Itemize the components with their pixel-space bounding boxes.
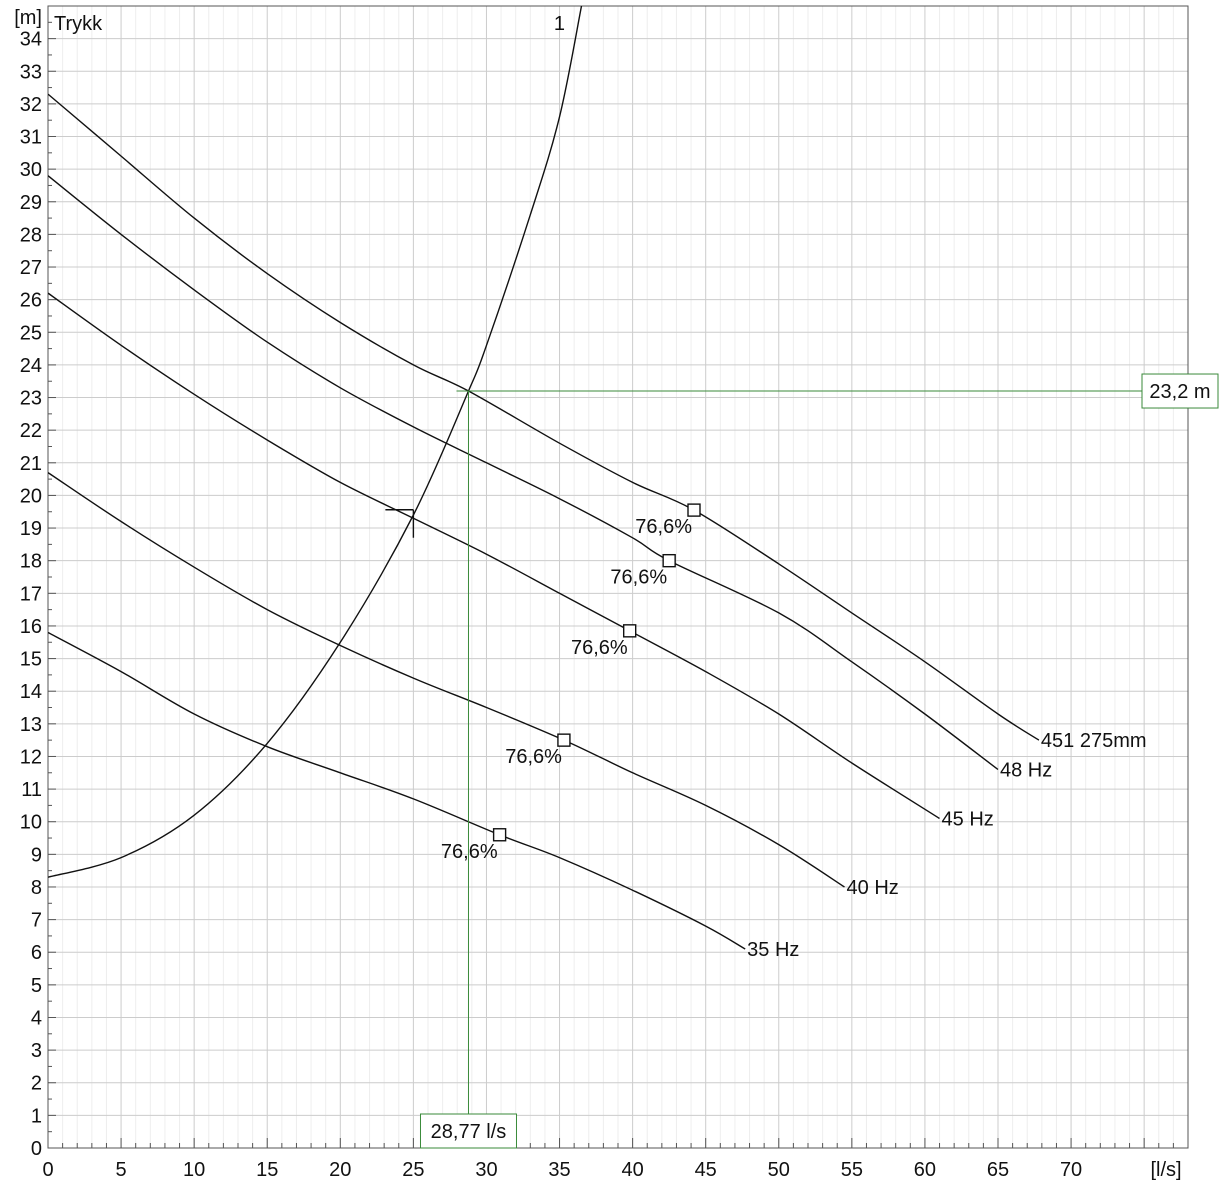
y-tick-label: 33	[20, 61, 42, 83]
series-line	[48, 631, 746, 950]
y-tick-label: 1	[31, 1105, 42, 1127]
y-tick-label: 11	[21, 779, 42, 801]
x-tick-label: 55	[841, 1159, 863, 1181]
series-label: 451 275mm	[1041, 730, 1147, 752]
series-label: 35 Hz	[747, 939, 799, 961]
operating-point-group: 28,77 l/s 23,2 m	[419, 373, 1219, 1149]
y-tick-label: 7	[31, 910, 42, 932]
y-tick-label: 4	[31, 1007, 42, 1029]
y-tick-label: 25	[20, 322, 42, 344]
y-tick-label: 15	[20, 649, 42, 671]
efficiency-label: 76,6%	[635, 516, 692, 538]
y-tick-label: 13	[20, 714, 42, 736]
x-tick-label: 0	[42, 1159, 53, 1181]
y-tick-label: 28	[20, 224, 42, 246]
grid-minor	[62, 6, 1189, 1148]
y-tick-label: 3	[31, 1040, 42, 1062]
efficiency-marker	[492, 828, 507, 842]
operating-x-value: 28,77 l/s	[431, 1121, 507, 1143]
efficiency-marker	[557, 733, 571, 747]
efficiency-label: 76,6%	[610, 567, 667, 589]
axis-ticks: 0 5 10 15 20 25 30 35 40 45 50 55 60 65 70012345678910…	[20, 5, 1189, 1181]
x-tick-label: 50	[768, 1159, 790, 1181]
grid-major	[47, 5, 1188, 1149]
y-tick-label: 8	[31, 877, 42, 899]
series-line	[48, 472, 845, 888]
y-axis-label: [m]	[14, 7, 42, 29]
y-tick-label: 12	[20, 746, 42, 768]
series-label: 40 Hz	[847, 877, 899, 899]
series-line	[48, 175, 999, 771]
operating-x-box	[419, 1113, 517, 1149]
x-tick-label: 5	[116, 1159, 127, 1181]
y-tick-label: 21	[20, 453, 42, 475]
efficiency-marker	[687, 503, 701, 517]
series-line	[48, 292, 940, 820]
y-tick-label: 20	[20, 485, 42, 507]
y-tick-label: 27	[20, 257, 42, 279]
x-tick-label: 10	[183, 1159, 205, 1181]
y-tick-label: 2	[31, 1073, 42, 1095]
y-tick-label: 9	[31, 844, 42, 866]
y-tick-label: 29	[20, 192, 42, 214]
y-tick-label: 5	[31, 975, 42, 997]
x-tick-label: 20	[329, 1159, 351, 1181]
efficiency-label: 76,6%	[505, 746, 562, 768]
y-tick-label: 0	[31, 1138, 42, 1160]
y-tick-label: 19	[20, 518, 42, 540]
efficiency-label: 76,6%	[441, 841, 498, 863]
y-tick-label: 10	[20, 812, 42, 834]
x-tick-label: 25	[402, 1159, 424, 1181]
x-tick-label: 65	[987, 1159, 1009, 1181]
efficiency-marker	[622, 624, 637, 638]
operating-y-value: 23,2 m	[1149, 381, 1210, 403]
x-axis-label: [l/s]	[1151, 1159, 1182, 1181]
system-curve-label: 1	[554, 13, 565, 35]
x-tick-label: 30	[475, 1159, 497, 1181]
y-tick-label: 6	[31, 942, 42, 964]
y-tick-label: 22	[20, 420, 42, 442]
plot-frame	[47, 5, 1189, 1149]
series-label: 45 Hz	[942, 808, 994, 830]
x-tick-label: 15	[256, 1159, 278, 1181]
x-tick-label: 60	[914, 1159, 936, 1181]
x-tick-label: 70	[1060, 1159, 1082, 1181]
y-tick-label: 24	[20, 355, 42, 377]
efficiency-label: 76,6%	[571, 637, 628, 659]
series-line	[48, 93, 1040, 741]
series-label: 48 Hz	[1000, 760, 1052, 782]
y-tick-label: 32	[20, 94, 42, 116]
x-tick-label: 40	[621, 1159, 643, 1181]
y-tick-label: 16	[20, 616, 42, 638]
y-tick-label: 34	[20, 29, 42, 51]
operating-y-box	[1141, 373, 1219, 409]
y-tick-label: 30	[20, 159, 42, 181]
y-tick-label: 23	[20, 388, 42, 410]
y-tick-label: 18	[20, 551, 42, 573]
curves: 451 275mm 76,6% 48 Hz 76,6% 45 Hz 76,6% 40 Hz 7…	[48, 6, 1147, 961]
chart-title: Trykk	[54, 13, 103, 35]
y-tick-label: 31	[20, 127, 42, 149]
x-tick-label: 35	[548, 1159, 570, 1181]
x-tick-label: 45	[695, 1159, 717, 1181]
y-tick-label: 14	[20, 681, 42, 703]
y-tick-label: 17	[20, 583, 42, 605]
labels: [m] Trykk [l/s] 1	[14, 7, 1181, 1181]
efficiency-marker	[662, 553, 676, 568]
y-tick-label: 26	[20, 290, 42, 312]
